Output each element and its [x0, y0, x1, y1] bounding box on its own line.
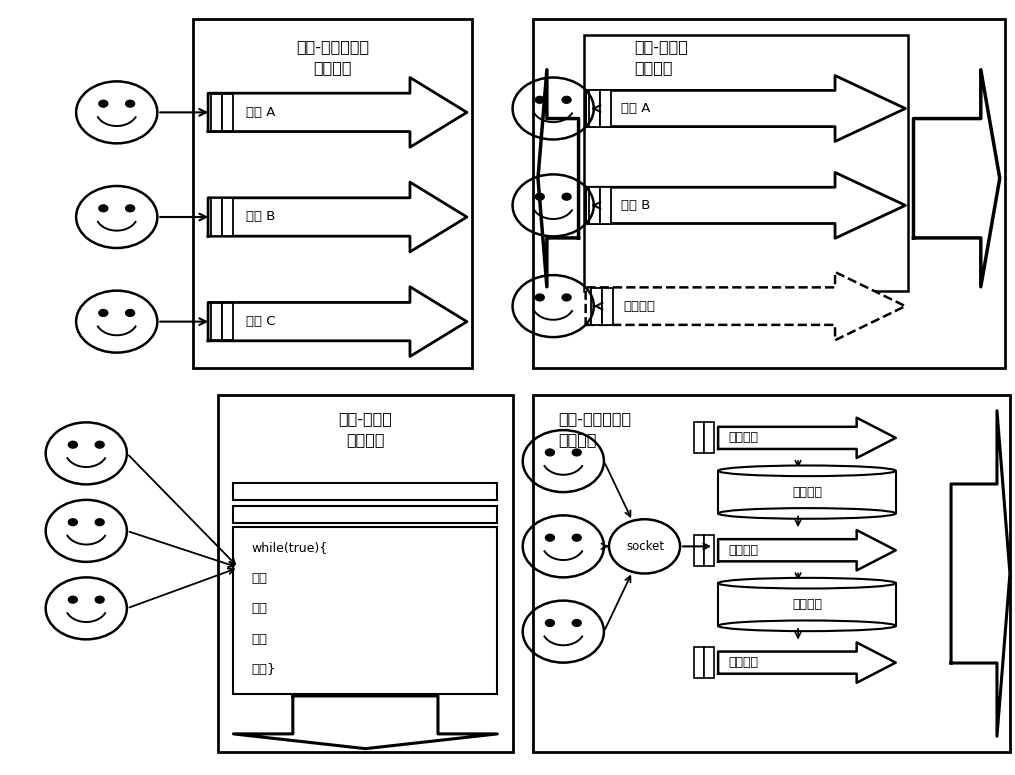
Text: 异步-单线程
服务进程: 异步-单线程 服务进程 — [338, 411, 393, 446]
Text: 发包线程: 发包线程 — [729, 656, 758, 669]
Text: 消息队列: 消息队列 — [792, 486, 822, 498]
Bar — [533, 395, 1010, 752]
Ellipse shape — [719, 508, 896, 518]
Circle shape — [545, 619, 554, 626]
Bar — [222, 198, 233, 236]
Circle shape — [572, 619, 582, 626]
Bar — [704, 647, 714, 678]
Text: 线程 A: 线程 A — [246, 106, 275, 119]
Circle shape — [572, 534, 582, 541]
Circle shape — [98, 309, 108, 316]
Text: 处理: 处理 — [252, 632, 268, 646]
Bar — [218, 395, 513, 752]
Bar — [600, 90, 611, 127]
Bar — [222, 94, 233, 131]
Bar — [233, 483, 497, 500]
Text: 分发: 分发 — [252, 602, 268, 615]
Circle shape — [562, 294, 571, 301]
Circle shape — [545, 449, 554, 456]
Circle shape — [68, 441, 77, 448]
Circle shape — [535, 96, 544, 103]
Polygon shape — [208, 287, 467, 356]
Polygon shape — [586, 76, 905, 141]
Bar — [600, 187, 611, 224]
Text: 同步-动态多线程
服务进程: 同步-动态多线程 服务进程 — [295, 39, 369, 74]
Circle shape — [562, 193, 571, 200]
Circle shape — [126, 309, 135, 316]
Bar — [693, 647, 703, 678]
Circle shape — [98, 100, 108, 107]
Circle shape — [95, 596, 105, 603]
Bar — [719, 470, 896, 513]
Circle shape — [609, 519, 680, 574]
Text: 消息队列: 消息队列 — [792, 598, 822, 611]
Circle shape — [126, 205, 135, 212]
Text: 处理线程: 处理线程 — [729, 544, 758, 556]
Polygon shape — [951, 411, 1010, 736]
Circle shape — [545, 534, 554, 541]
Text: 线程 B: 线程 B — [621, 199, 651, 212]
Bar — [704, 422, 714, 453]
Text: 等待线程: 等待线程 — [623, 300, 656, 312]
Bar — [589, 90, 600, 127]
Text: 收包: 收包 — [252, 571, 268, 584]
Polygon shape — [208, 78, 467, 147]
Bar — [693, 422, 703, 453]
Text: 收包线程: 收包线程 — [729, 432, 758, 444]
Bar — [193, 19, 472, 368]
Polygon shape — [586, 272, 905, 340]
Bar — [533, 19, 1005, 368]
Polygon shape — [719, 418, 895, 458]
Bar — [233, 527, 497, 694]
Ellipse shape — [719, 621, 896, 631]
Circle shape — [95, 441, 105, 448]
Bar — [211, 94, 222, 131]
Bar — [693, 535, 703, 566]
Bar — [211, 303, 222, 340]
Circle shape — [535, 193, 544, 200]
Circle shape — [68, 518, 77, 525]
Circle shape — [572, 449, 582, 456]
Text: 同步-多线程
服务进程: 同步-多线程 服务进程 — [634, 39, 688, 74]
Polygon shape — [208, 182, 467, 252]
Text: socket: socket — [626, 540, 665, 553]
Bar — [589, 187, 600, 224]
Polygon shape — [719, 530, 895, 570]
Polygon shape — [719, 642, 895, 683]
Text: 线程 C: 线程 C — [246, 315, 275, 328]
Text: 线程 B: 线程 B — [246, 211, 275, 223]
Bar — [233, 506, 497, 523]
Bar — [584, 35, 908, 291]
Ellipse shape — [719, 466, 896, 476]
Text: while(true){: while(true){ — [252, 541, 328, 554]
Circle shape — [95, 518, 105, 525]
Bar — [719, 583, 896, 626]
Bar — [591, 288, 602, 325]
Bar — [222, 303, 233, 340]
Circle shape — [126, 100, 135, 107]
Circle shape — [562, 96, 571, 103]
Bar — [602, 288, 613, 325]
Text: 异步-固定多线程
服务进程: 异步-固定多线程 服务进程 — [558, 411, 631, 446]
Bar — [704, 535, 714, 566]
Ellipse shape — [719, 578, 896, 588]
Bar — [211, 198, 222, 236]
Circle shape — [535, 294, 544, 301]
Circle shape — [98, 205, 108, 212]
Text: 线程 A: 线程 A — [621, 102, 651, 115]
Text: 发包}: 发包} — [252, 663, 276, 676]
Polygon shape — [586, 173, 905, 239]
Circle shape — [68, 596, 77, 603]
